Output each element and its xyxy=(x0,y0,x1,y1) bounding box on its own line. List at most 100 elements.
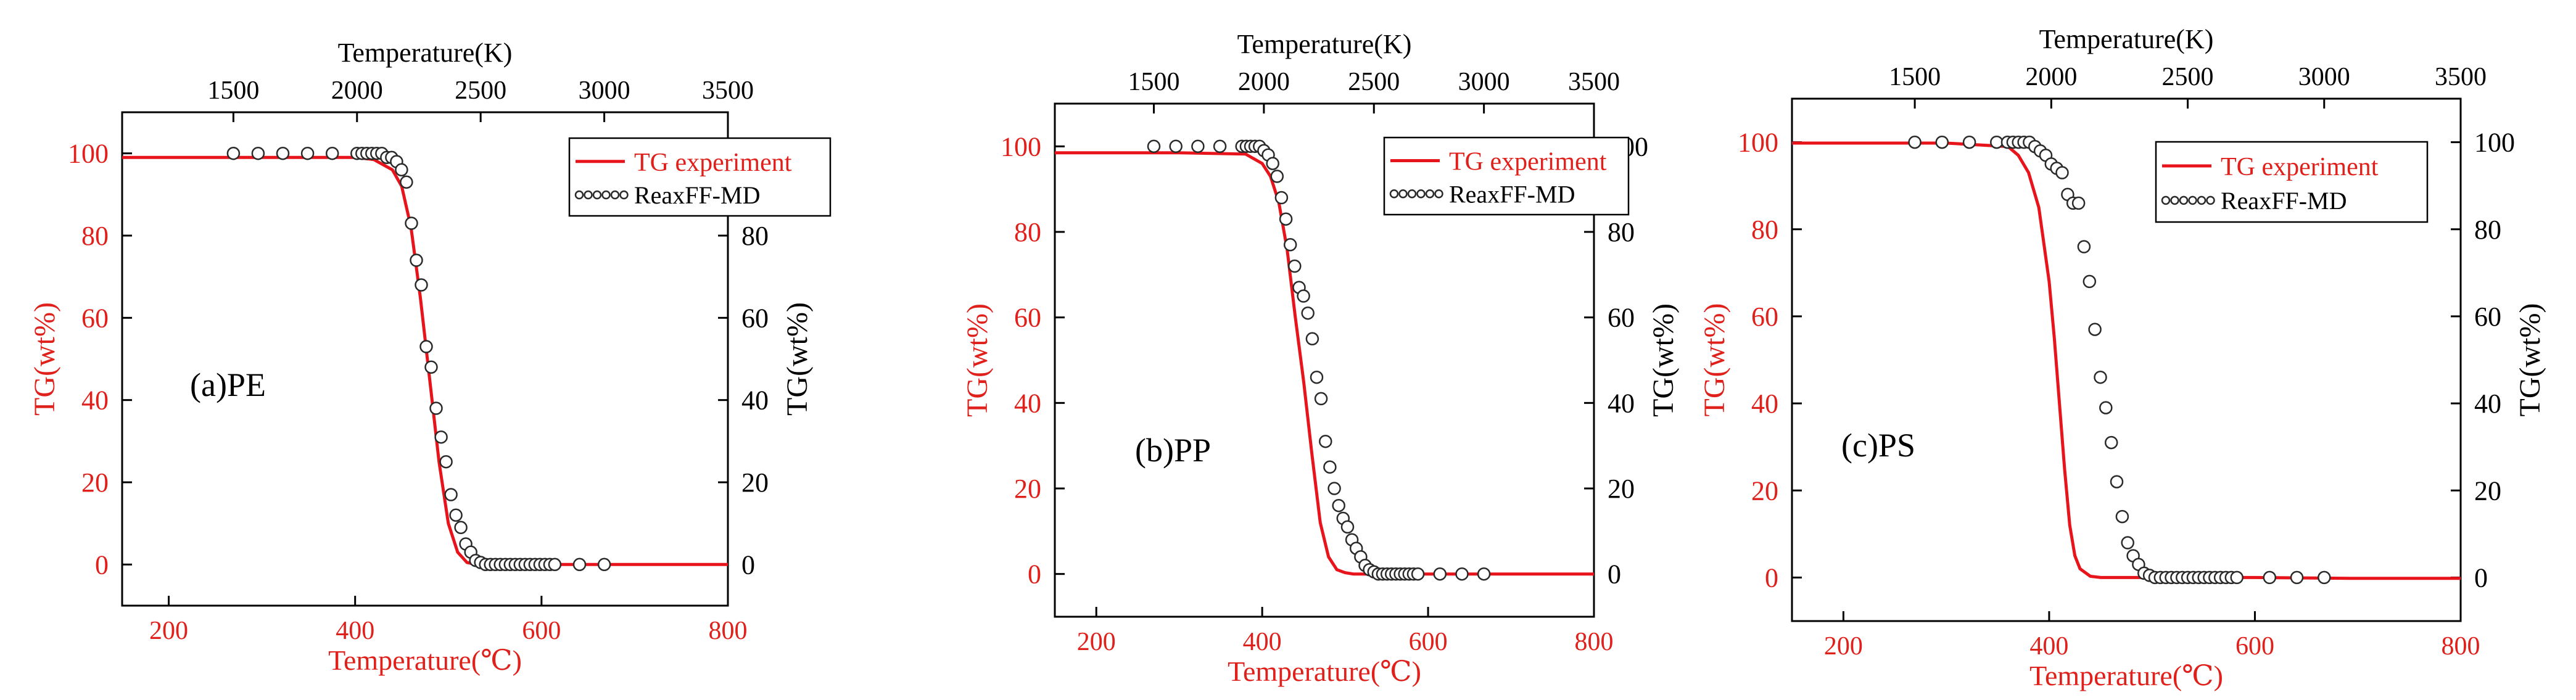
left-tick-label: 40 xyxy=(81,385,109,416)
bottom-tick-label: 200 xyxy=(1824,632,1863,661)
right-tick-label: 0 xyxy=(1608,559,1621,590)
left-tick-label: 80 xyxy=(1014,217,1041,247)
reaxff-md-point xyxy=(325,146,339,160)
bottom-axis-title: Temperature(℃) xyxy=(2029,660,2223,691)
reaxff-md-point xyxy=(1305,332,1319,346)
left-tick-label: 60 xyxy=(1014,303,1041,333)
reaxff-md-point xyxy=(1935,135,1949,149)
legend-marker-swatch xyxy=(1425,189,1435,199)
top-tick-label: 3000 xyxy=(579,76,630,105)
legend: TG experiment ReaxFF-MD xyxy=(1383,136,1630,216)
reaxff-md-point xyxy=(2110,475,2124,488)
top-axis-title: Temperature(K) xyxy=(2039,24,2214,54)
reaxff-md-point xyxy=(1477,567,1491,581)
tg-experiment-line xyxy=(122,155,728,566)
reaxff-md-point xyxy=(405,216,418,230)
reaxff-md-point xyxy=(2083,274,2097,289)
right-tick-label: 60 xyxy=(2474,302,2501,332)
top-axis-title: Temperature(K) xyxy=(1237,29,1412,59)
top-tick-label: 2000 xyxy=(331,76,383,105)
right-axis-title: TG(wt%) xyxy=(1647,303,1680,417)
top-tick-label: 3500 xyxy=(2435,63,2487,91)
tg-experiment-line xyxy=(1055,151,1594,576)
bottom-tick-label: 400 xyxy=(1243,628,1282,656)
legend-marker-swatch xyxy=(619,190,629,200)
right-tick-label: 40 xyxy=(2474,389,2501,419)
reaxff-md-point xyxy=(1908,135,1922,149)
bottom-tick-label: 800 xyxy=(2442,632,2480,661)
reaxff-md-point xyxy=(1213,139,1227,154)
reaxff-md-point xyxy=(2104,435,2118,450)
legend-marker-swatch xyxy=(2197,196,2207,205)
panel-label: (c)PS xyxy=(1841,427,1915,464)
bottom-axis-title: Temperature(℃) xyxy=(328,644,522,676)
reaxff-md-point xyxy=(300,146,315,160)
top-tick-label: 2500 xyxy=(2162,63,2214,91)
legend-label-md: ReaxFF-MD xyxy=(634,181,760,209)
bottom-tick-label: 600 xyxy=(2235,632,2274,661)
reaxff-md-point xyxy=(1274,191,1289,205)
left-tick-label: 40 xyxy=(1751,389,1778,419)
bottom-tick-label: 400 xyxy=(336,617,374,645)
right-tick-label: 40 xyxy=(741,385,769,416)
top-tick-label: 2500 xyxy=(455,76,506,105)
reaxff-md-point xyxy=(2099,401,2113,414)
legend: TG experiment ReaxFF-MD xyxy=(2155,141,2429,223)
left-tick-label: 0 xyxy=(1765,562,1778,593)
legend-marker-swatch xyxy=(584,190,593,200)
top-tick-label: 1500 xyxy=(1889,63,1941,91)
legend-label-md: ReaxFF-MD xyxy=(1449,180,1575,208)
plot-frame xyxy=(1791,97,2462,622)
reaxff-md-point xyxy=(415,278,428,292)
reaxff-md-point xyxy=(572,558,587,572)
reaxff-md-point xyxy=(1147,139,1161,154)
right-tick-label: 20 xyxy=(2474,476,2501,506)
top-tick-label: 3000 xyxy=(2298,63,2350,91)
reaxff-md-point xyxy=(2077,240,2091,253)
left-tick-label: 20 xyxy=(1014,474,1041,504)
bottom-tick-label: 600 xyxy=(1409,628,1448,656)
legend-box xyxy=(568,137,832,217)
right-tick-label: 80 xyxy=(741,221,769,251)
left-axis-title: TG(wt%) xyxy=(961,303,994,417)
reaxff-md-point xyxy=(1433,567,1447,581)
bottom-axis-title: Temperature(℃) xyxy=(1228,656,1421,687)
top-tick-label: 2000 xyxy=(1238,68,1290,96)
left-tick-label: 100 xyxy=(1738,128,1778,158)
left-tick-label: 0 xyxy=(95,550,109,580)
right-tick-label: 80 xyxy=(2474,215,2501,245)
legend-marker-swatch xyxy=(2161,196,2171,205)
legend-label-tg: TG experiment xyxy=(1449,148,1607,176)
left-tick-label: 0 xyxy=(1028,559,1041,590)
reaxff-md-point xyxy=(2071,196,2086,210)
legend-marker-swatch xyxy=(610,190,620,200)
bottom-tick-label: 200 xyxy=(149,617,188,645)
legend-marker-swatch xyxy=(574,190,584,200)
legend-marker-swatch xyxy=(1407,189,1417,199)
plot-frame xyxy=(1054,102,1595,618)
left-tick-label: 80 xyxy=(1751,215,1778,245)
reaxff-md-point xyxy=(2230,570,2244,585)
reaxff-md-point xyxy=(2115,509,2129,524)
legend-box xyxy=(1383,136,1630,216)
legend: TG experiment ReaxFF-MD xyxy=(568,137,832,217)
reaxff-md-point xyxy=(2263,570,2277,585)
legend-marker-swatch xyxy=(601,190,611,200)
reaxff-md-point xyxy=(1323,460,1337,474)
right-tick-label: 60 xyxy=(1608,303,1635,333)
reaxff-md-point xyxy=(1270,170,1284,183)
bottom-tick-label: 200 xyxy=(1077,628,1116,656)
top-tick-label: 3500 xyxy=(702,76,754,105)
left-tick-label: 60 xyxy=(81,303,109,333)
reaxff-md-point xyxy=(2094,370,2107,384)
top-tick-label: 2500 xyxy=(1348,68,1400,96)
reaxff-md-point xyxy=(276,146,290,160)
reaxff-md-point xyxy=(1332,498,1345,513)
left-tick-label: 20 xyxy=(81,467,109,498)
right-tick-label: 60 xyxy=(741,303,769,333)
right-tick-label: 100 xyxy=(2474,128,2515,158)
